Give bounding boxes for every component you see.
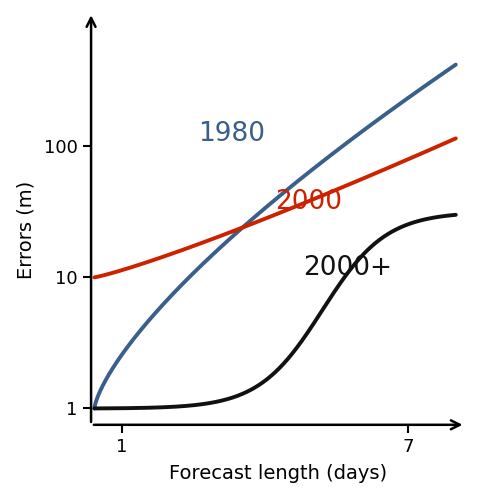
Text: 2000+: 2000+ — [303, 254, 392, 280]
Y-axis label: Errors (m): Errors (m) — [17, 181, 36, 280]
Text: 2000: 2000 — [275, 190, 342, 216]
X-axis label: Forecast length (days): Forecast length (days) — [169, 464, 387, 483]
Text: 1980: 1980 — [198, 121, 266, 147]
